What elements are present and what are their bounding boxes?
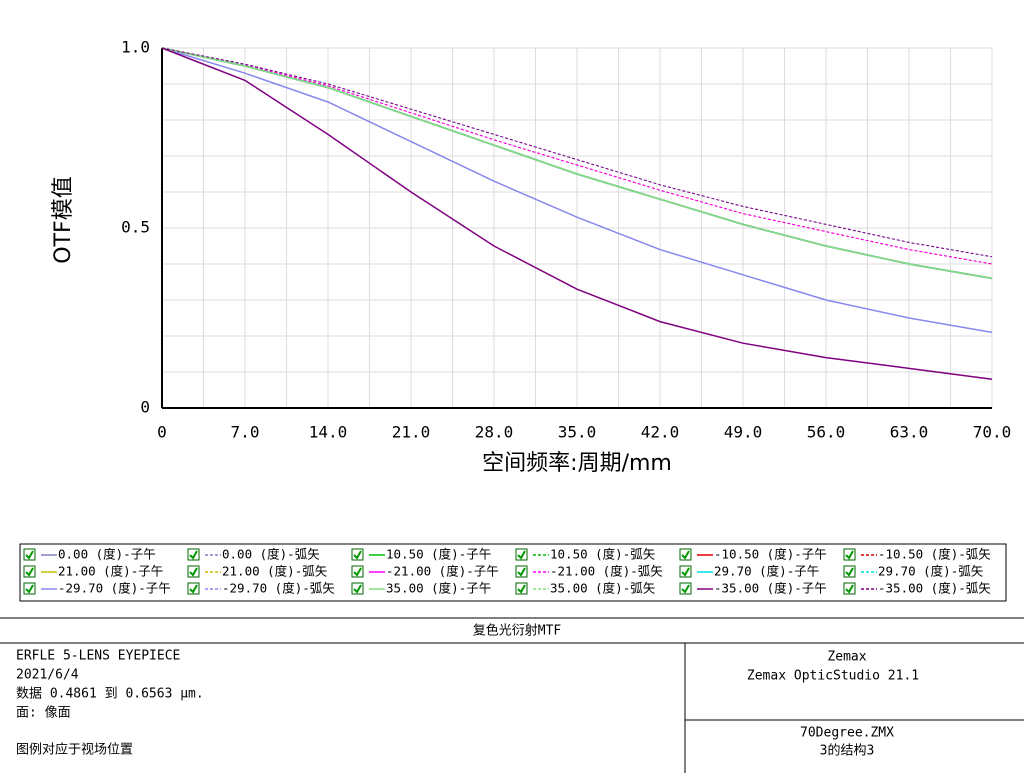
legend-label: -10.50 (度)-子午 [714,547,827,562]
legend-checkbox [187,548,200,561]
legend-check [189,584,198,594]
legend-check [189,567,198,577]
legend-checkbox [843,565,856,578]
legend-label: -35.00 (度)-子午 [714,581,827,596]
legend-check [189,550,198,560]
x-tick-label: 49.0 [724,423,763,442]
legend-checkbox [351,582,364,595]
legend-check [25,567,34,577]
legend-label: -35.00 (度)-弧矢 [878,581,991,596]
x-tick-label: 28.0 [475,423,514,442]
legend-checkbox [23,582,36,595]
legend-check [845,567,854,577]
legend-label: 21.00 (度)-子午 [58,564,163,579]
legend-checkbox [515,582,528,595]
x-tick-label: 0 [157,423,167,442]
legend-box [19,543,1007,602]
legend-checkbox [515,548,528,561]
x-tick-label: 35.0 [558,423,597,442]
legend-label: 35.00 (度)-子午 [386,581,491,596]
footer-line: 数据 0.4861 到 0.6563 μm. [16,687,204,702]
series-line [161,47,993,279]
legend-label: -29.70 (度)-弧矢 [222,581,335,596]
legend-check [25,584,34,594]
legend-checkbox [679,565,692,578]
legend-label: 10.50 (度)-弧矢 [550,547,656,562]
legend-checkbox [23,548,36,561]
x-tick-label: 70.0 [973,423,1012,442]
legend-check [845,584,854,594]
legend-label: -10.50 (度)-弧矢 [878,547,991,562]
y-axis-label: OTF模值 [51,176,76,263]
x-tick-label: 14.0 [309,423,348,442]
legend-checkbox [351,548,364,561]
legend-label: -29.70 (度)-子午 [58,581,171,596]
legend-checkbox [187,582,200,595]
legend-label: 35.00 (度)-弧矢 [550,581,656,596]
legend-check [681,550,690,560]
y-tick-label: 0.5 [121,218,150,237]
series-line [161,47,993,380]
legend-check [517,584,526,594]
x-tick-label: 42.0 [641,423,680,442]
series-line [161,47,993,258]
y-tick-label: 1.0 [121,38,150,57]
footer-right: 70Degree.ZMX [800,726,894,741]
legend-check [25,550,34,560]
legend-checkbox [843,548,856,561]
legend-check [353,567,362,577]
legend-checkbox [679,548,692,561]
footer-right: Zemax [827,650,866,665]
footer-note: 图例对应于视场位置 [16,742,133,758]
footer-right: Zemax OpticStudio 21.1 [747,669,919,684]
legend-check [845,550,854,560]
legend-check [681,584,690,594]
legend-label: -21.00 (度)-子午 [386,564,499,579]
legend-label: 29.70 (度)-子午 [714,564,819,579]
footer-right: 3的结构3 [820,743,875,759]
legend-label: 29.70 (度)-弧矢 [878,564,984,579]
legend-label: 21.00 (度)-弧矢 [222,564,328,579]
legend-label: -21.00 (度)-弧矢 [550,564,663,579]
x-tick-label: 21.0 [392,423,431,442]
footer-line: 2021/6/4 [16,668,79,683]
legend-checkbox [187,565,200,578]
footer-title: 复色光衍射MTF [473,623,562,639]
legend-check [681,567,690,577]
series-line [161,47,993,265]
legend-checkbox [679,582,692,595]
footer-line: ERFLE 5-LENS EYEPIECE [16,649,180,664]
legend-check [517,567,526,577]
legend-label: 10.50 (度)-子午 [386,547,491,562]
legend-checkbox [515,565,528,578]
legend-check [353,584,362,594]
x-tick-label: 56.0 [807,423,846,442]
legend-checkbox [351,565,364,578]
legend-check [353,550,362,560]
x-axis-label: 空间频率:周期/mm [482,451,672,476]
legend-label: 0.00 (度)-子午 [58,547,156,562]
series-line [161,47,993,334]
footer-line: 面: 像面 [16,706,71,721]
x-tick-label: 63.0 [890,423,929,442]
legend-checkbox [843,582,856,595]
y-tick-label: 0 [140,398,150,417]
legend-label: 0.00 (度)-弧矢 [222,547,320,562]
legend-check [517,550,526,560]
x-tick-label: 7.0 [231,423,260,442]
legend-checkbox [23,565,36,578]
